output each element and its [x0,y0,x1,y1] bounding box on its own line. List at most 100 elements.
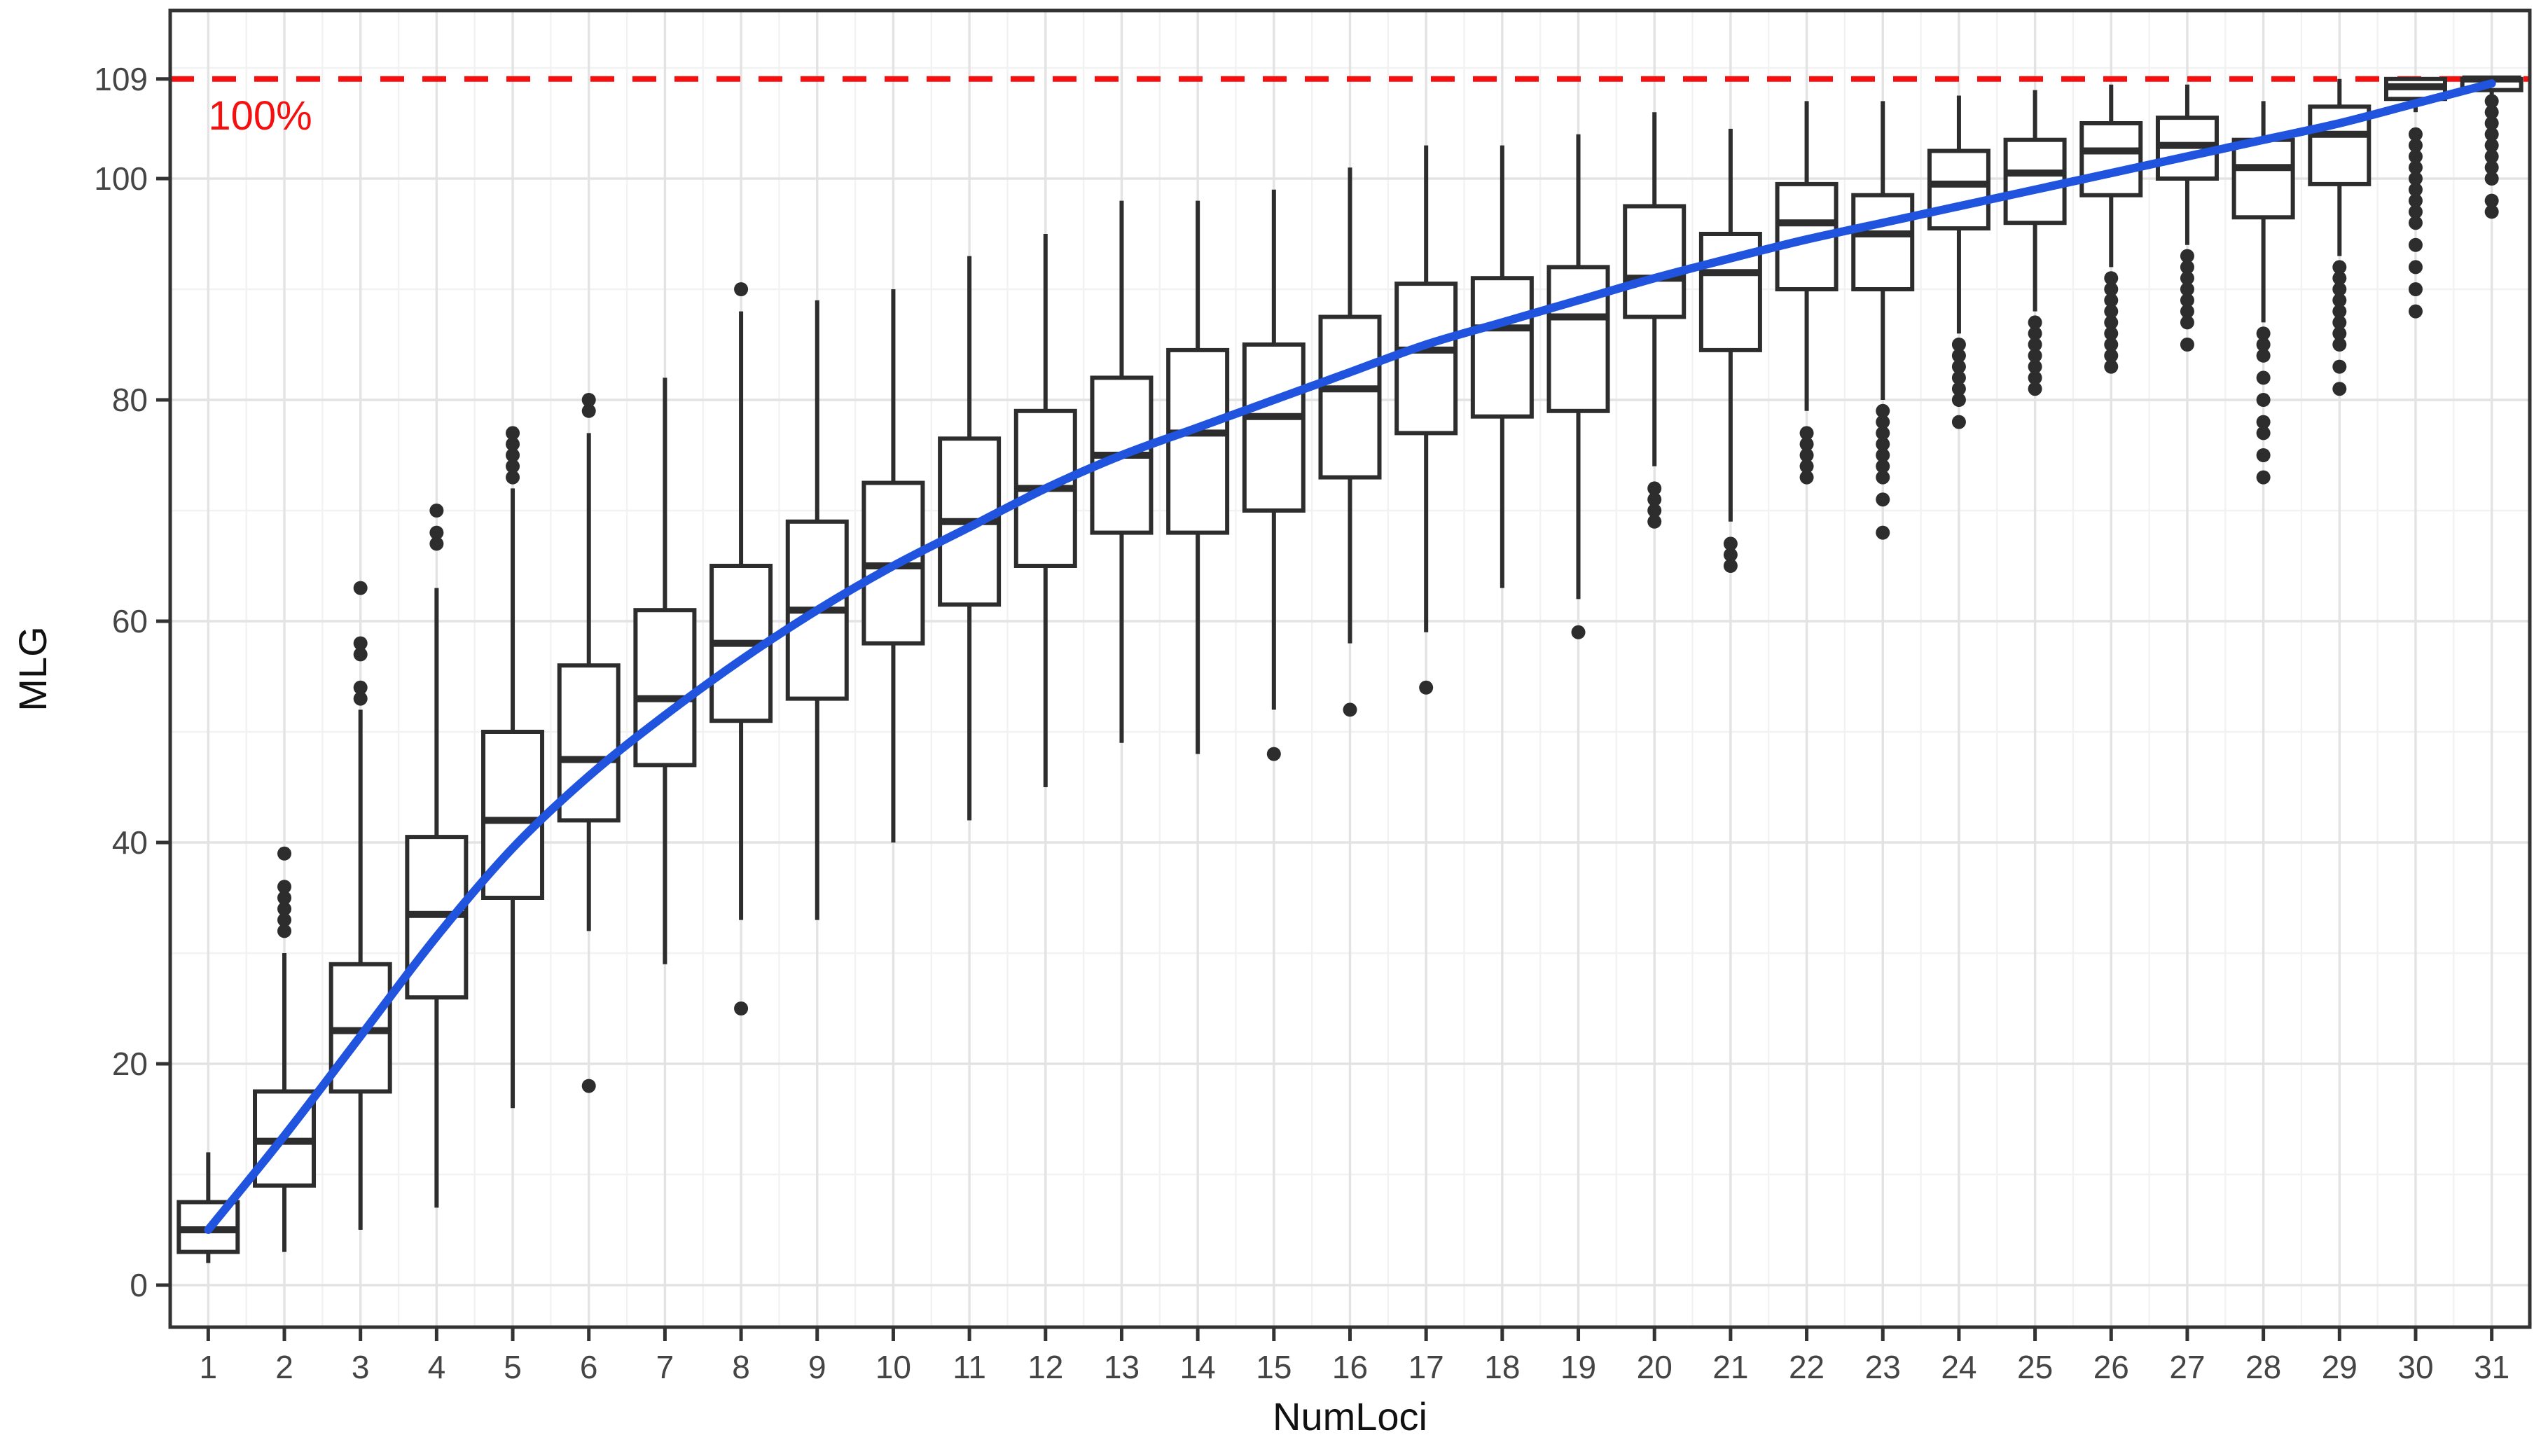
boxplot-group [2383,76,2447,319]
outlier-dot [2332,293,2347,307]
boxplot-group [633,377,697,964]
outlier-dot [2256,426,2271,441]
outlier-dot [1647,492,1662,507]
outlier-dot [1419,680,1434,695]
x-tick-label: 20 [1637,1349,1673,1385]
outlier-dot [581,403,596,418]
outlier-dot [2408,260,2423,275]
outlier-dot [506,426,520,441]
boxplot-group [1013,234,1077,787]
outlier-dot [277,891,292,905]
outlier-dot [506,448,520,462]
outlier-dot [2332,271,2347,286]
outlier-dot [2104,359,2119,374]
boxplot-group [1242,189,1306,761]
x-tick-label: 24 [1941,1349,1976,1385]
outlier-dot [2180,260,2194,275]
outlier-dot [2256,470,2271,485]
outlier-dot [2256,326,2271,341]
outlier-dot [353,636,368,651]
x-tick-label: 18 [1484,1349,1520,1385]
outlier-dot [2408,182,2423,197]
outlier-dot [2408,149,2423,164]
outlier-dot [1876,448,1890,462]
outlier-dot [277,901,292,916]
outlier-dot [1647,504,1662,518]
outlier-dot [2104,271,2119,286]
outlier-dot [1876,525,1890,540]
outlier-dot [2408,237,2423,252]
outlier-dot [2104,293,2119,307]
outlier-dot [2484,160,2499,175]
outlier-dot [2104,304,2119,319]
outlier-dot [1571,625,1586,639]
outlier-dot [429,504,444,518]
boxplot-group [481,426,545,1109]
outlier-dot [2180,293,2194,307]
outlier-dot [1951,348,1966,363]
y-tick-label: 109 [94,61,148,97]
outlier-dot [353,691,368,706]
outlier-dot [1647,514,1662,529]
x-tick-label: 26 [2093,1349,2129,1385]
x-tick-label: 22 [1789,1349,1825,1385]
outlier-dot [1951,370,1966,385]
y-tick-label: 0 [130,1267,148,1303]
x-tick-label: 14 [1180,1349,1216,1385]
box-iqr [1470,276,1534,419]
x-tick-label: 6 [580,1349,598,1385]
x-tick-label: 8 [732,1349,750,1385]
outlier-dot [1876,492,1890,507]
outlier-dot [1951,382,1966,396]
outlier-dot [2332,304,2347,319]
annotation-100pct: 100% [208,93,312,139]
outlier-dot [2104,338,2119,352]
outlier-dot [581,1079,596,1093]
outlier-dot [2256,370,2271,385]
outlier-dot [2332,359,2347,374]
outlier-dot [353,647,368,662]
outlier-dot [2028,382,2042,396]
outlier-dot [734,282,749,296]
outlier-dot [2484,116,2499,130]
outlier-dot [1799,426,1814,441]
outlier-dot [1723,536,1738,551]
x-tick-label: 16 [1332,1349,1368,1385]
outlier-dot [1876,415,1890,429]
outlier-dot [2408,204,2423,219]
x-tick-label: 17 [1408,1349,1444,1385]
x-tick-label: 11 [953,1349,986,1385]
outlier-dot [2332,315,2347,330]
outlier-dot [2180,338,2194,352]
boxplot-group [1166,200,1230,754]
outlier-dot [277,924,292,938]
outlier-dot [506,470,520,485]
outlier-dot [2408,193,2423,208]
x-tick-label: 25 [2017,1349,2053,1385]
y-tick-label: 40 [112,824,148,861]
x-axis-title: NumLoci [1273,1394,1427,1438]
outlier-dot [2180,282,2194,296]
outlier-dot [1799,448,1814,462]
outlier-dot [2408,160,2423,175]
box-iqr [2079,121,2143,197]
outlier-dot [2256,448,2271,462]
boxplot-group [938,256,1002,821]
outlier-dot [1723,548,1738,562]
outlier-dot [506,459,520,473]
outlier-dot [1951,415,1966,429]
boxplot-group [1851,101,1915,540]
outlier-dot [2256,393,2271,407]
smooth-trend-line [204,79,2496,1234]
box-iqr [1318,314,1382,480]
outlier-dot [429,536,444,551]
x-tick-label: 31 [2474,1349,2509,1385]
outlier-dot [429,525,444,540]
x-tick-label: 21 [1712,1349,1748,1385]
outlier-dot [1723,559,1738,573]
outlier-dot [2104,315,2119,330]
x-tick-label: 5 [504,1349,522,1385]
box-iqr [1546,265,1610,413]
outlier-dot [2408,216,2423,230]
outlier-dot [2104,282,2119,296]
